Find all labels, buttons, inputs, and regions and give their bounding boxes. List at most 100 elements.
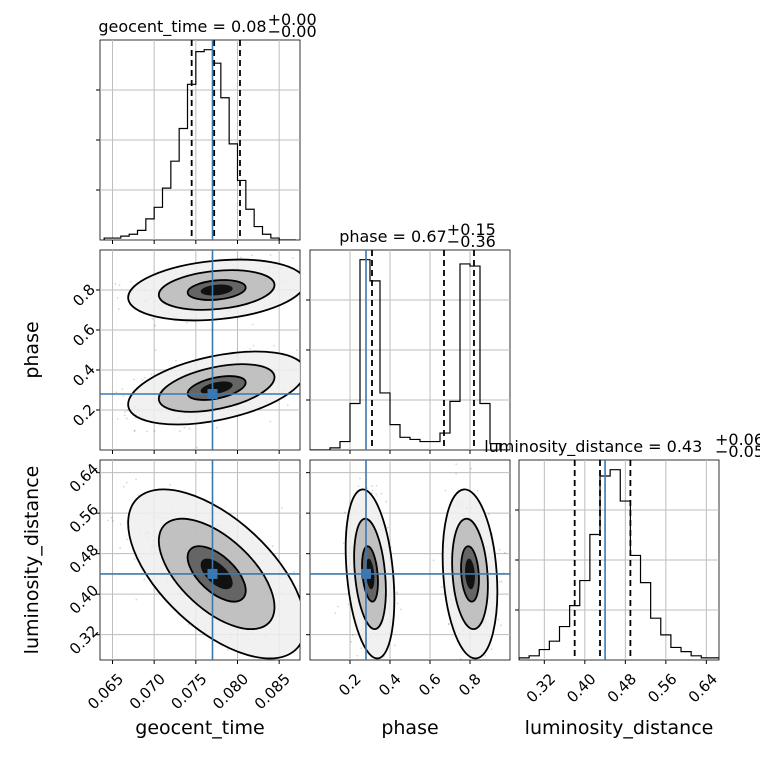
sample-point [110, 516, 113, 519]
sample-point [119, 523, 122, 526]
sample-point [386, 526, 389, 529]
sample-point [303, 372, 305, 374]
sample-point [342, 542, 345, 545]
panel-frame [99, 459, 301, 661]
sample-point [115, 391, 118, 394]
truth-marker [207, 389, 218, 399]
sample-point [470, 467, 472, 470]
sample-point [269, 420, 272, 423]
sample-point [487, 675, 489, 677]
joint-panel-luminosity_distance_vs_phase [310, 460, 510, 682]
sample-point [124, 410, 126, 413]
sample-point [455, 472, 457, 475]
sample-point [351, 633, 354, 636]
sample-point [396, 602, 399, 605]
sample-point [118, 308, 120, 311]
sample-point [116, 297, 119, 299]
joint-panel-phase_vs_geocent_time [100, 250, 333, 450]
sample-point [251, 323, 254, 326]
y-tick-label: 0.8 [69, 281, 99, 311]
sample-point [126, 409, 129, 412]
sample-point [357, 485, 360, 488]
x-tick-label: 0.48 [604, 670, 640, 706]
histogram-step-geocent_time [103, 49, 296, 240]
title-upper-error: +0.06 [715, 430, 760, 449]
sample-point [331, 369, 333, 371]
sample-point [122, 395, 125, 398]
sample-point [375, 484, 378, 487]
sample-point [342, 632, 344, 634]
sample-point [93, 495, 95, 497]
x-tick-label: 0.32 [523, 670, 559, 706]
sample-point [186, 321, 188, 324]
sample-point [188, 427, 191, 430]
sample-point [291, 257, 294, 259]
y-tick-label: 0.2 [69, 401, 99, 431]
y-tick-label: 0.64 [66, 460, 102, 496]
sample-point [271, 545, 274, 548]
x-tick-label: 0.075 [167, 670, 210, 713]
sample-point [303, 604, 305, 606]
sample-point [304, 615, 306, 617]
sample-point [178, 430, 181, 433]
sample-point [151, 317, 154, 320]
sample-point [239, 256, 242, 259]
sample-point [150, 373, 153, 376]
sample-point [266, 663, 268, 665]
sample-point [153, 430, 156, 433]
x-tick-label: 0.080 [209, 670, 252, 713]
title-lower-error: −0.36 [447, 232, 496, 251]
sample-point [461, 666, 463, 668]
sample-point [376, 663, 378, 665]
sample-point [123, 414, 126, 417]
sample-point [174, 359, 177, 362]
histogram-step-phase [310, 259, 510, 450]
sample-point [485, 680, 487, 682]
sample-point [143, 578, 146, 581]
y-tick-label: 0.4 [69, 361, 99, 391]
sample-point [334, 612, 337, 615]
sample-point [343, 511, 346, 514]
sample-point [125, 481, 128, 484]
histogram-step-luminosity_distance [519, 469, 719, 660]
y-tick-label: 0.6 [69, 321, 99, 351]
y-tick-label: 0.40 [66, 581, 102, 617]
sample-point [385, 500, 388, 503]
sample-point [347, 603, 350, 606]
x-tick-label: 0.8 [455, 670, 485, 700]
panel-frame [99, 249, 301, 451]
title-lower-error: −0.00 [268, 22, 317, 41]
sample-point [484, 654, 487, 657]
x-tick-label: 0.56 [644, 670, 680, 706]
truth-marker [207, 568, 218, 579]
sample-point [380, 492, 383, 495]
x-tick-label: 0.2 [335, 670, 365, 700]
sample-point [503, 551, 506, 554]
sample-point [286, 404, 289, 407]
y-tick-label: 0.48 [66, 541, 102, 577]
x-tick-label: 0.40 [563, 670, 599, 706]
sample-point [378, 678, 380, 680]
density-peak [200, 284, 233, 296]
sample-point [455, 661, 457, 663]
sample-point [476, 489, 479, 492]
y-axis-title-phase: phase [21, 321, 43, 378]
sample-point [471, 660, 473, 662]
x-tick-label: 0.6 [415, 670, 445, 700]
sample-point [135, 598, 138, 601]
sample-point [302, 379, 304, 381]
sample-point [130, 280, 132, 283]
y-axis-title-luminosity_distance: luminosity_distance [21, 466, 43, 655]
panel-title-phase: phase = 0.67 [339, 227, 446, 246]
sample-point [112, 520, 115, 522]
y-tick-label: 0.56 [66, 500, 102, 536]
joint-panel-luminosity_distance_vs_geocent_time [93, 460, 344, 665]
sample-point [183, 426, 186, 429]
hist-panel-luminosity_distance [519, 460, 719, 660]
sample-point [477, 665, 479, 667]
x-axis-title-geocent_time: geocent_time [135, 717, 264, 739]
sample-point [379, 665, 381, 667]
sample-point [497, 618, 500, 621]
panel-title-luminosity_distance: luminosity_distance = 0.43 [484, 437, 702, 457]
